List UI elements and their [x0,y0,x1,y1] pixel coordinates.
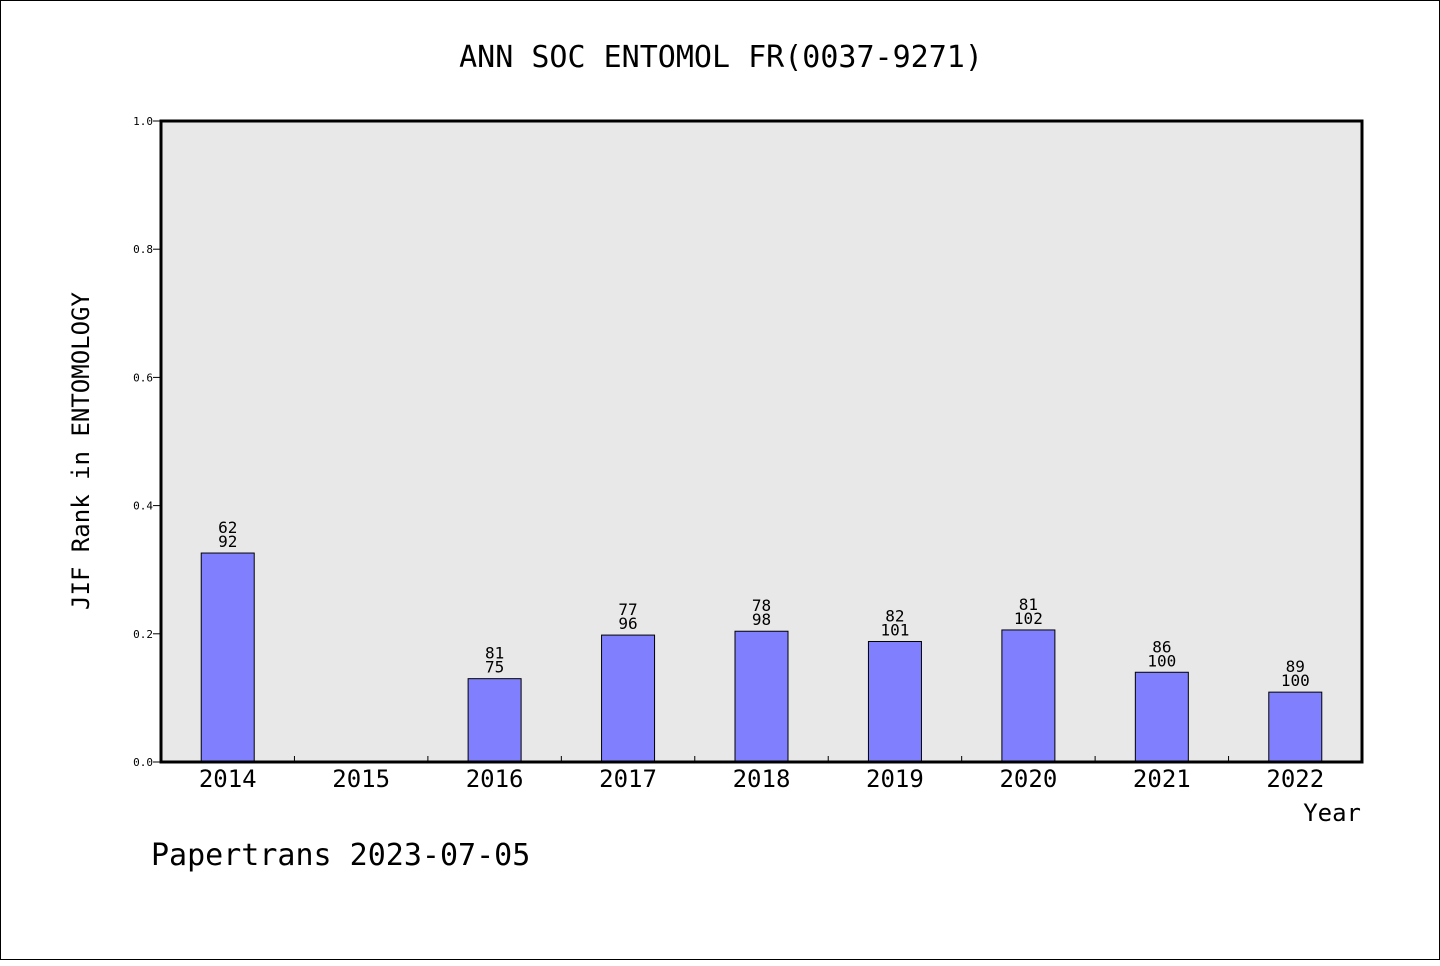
plot-border [159,119,1364,764]
y-tick-label: 0.2 [133,628,153,641]
bar-rank-label: 62 [218,518,237,537]
bar [1134,671,1189,763]
chart-title: ANN SOC ENTOMOL FR(0037-9271) [459,40,983,75]
bar-rank-label: 77 [618,600,637,619]
bar [1001,629,1056,763]
x-tick-label: 2017 [599,765,657,793]
x-tick-label: 2016 [466,765,524,793]
x-tick-label: 2021 [1133,765,1191,793]
bar-rank-label: 81 [1019,595,1038,614]
y-axis-label: JIF Rank in ENTOMOLOGY [67,292,95,610]
y-tick-label: 0.4 [133,500,153,513]
bar-rank-label: 82 [885,606,904,625]
x-axis-label: Year [1303,799,1361,827]
bar-rank-label: 78 [752,596,771,615]
x-tick-label: 2018 [733,765,791,793]
bar-total-label: 102 [1014,609,1043,628]
bar [601,634,656,763]
bar-total-label: 100 [1281,671,1310,690]
bar-total-label: 96 [618,614,637,633]
bar [200,552,255,763]
bar-rank-label: 81 [485,644,504,663]
bar-total-label: 100 [1147,651,1176,670]
bar-rank-label: 89 [1286,657,1305,676]
y-tick-label: 0.6 [133,371,153,384]
bar [467,678,522,763]
bar [1268,691,1323,763]
bar-total-label: 75 [485,658,504,677]
x-tick-label: 2019 [866,765,924,793]
y-tick-label: 1.0 [133,115,153,128]
x-axis: 2014 2015 2016 2017 2018 2019 2020 2021 2022 [199,756,1324,793]
x-tick-label: 2022 [1266,765,1324,793]
bar-total-label: 92 [218,532,237,551]
bar-total-label: 101 [880,620,909,639]
y-axis: 0.0 0.2 0.4 0.6 0.8 1.0 [133,115,161,769]
x-tick-label: 2014 [199,765,257,793]
bar-total-label: 98 [752,610,771,629]
bar [734,630,789,763]
x-tick-label: 2015 [332,765,390,793]
bar-rank-label: 86 [1152,637,1171,656]
y-tick-label: 0.0 [133,756,153,769]
bar [867,640,922,763]
footer-note: Papertrans 2023-07-05 [151,838,530,873]
y-tick-label: 0.8 [133,243,153,256]
x-tick-label: 2020 [999,765,1057,793]
